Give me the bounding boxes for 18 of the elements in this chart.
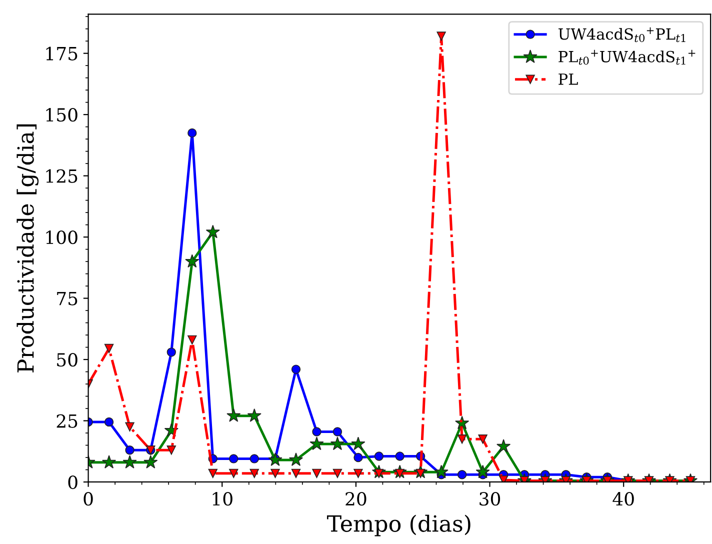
x-tick-label: 0	[84, 492, 93, 506]
y-tick-label: 125	[46, 169, 78, 183]
legend-label: UW4acdS$_{t0}$$^{+}$PL$_{t1}$	[558, 27, 686, 42]
x-tick-label: 20	[346, 492, 366, 506]
y-tick-label: 50	[57, 352, 78, 367]
y-tick-label: 25	[56, 414, 78, 428]
y-tick-label: 150	[46, 108, 78, 122]
y-tick-label: 100	[46, 230, 78, 244]
legend-label: PL	[558, 74, 578, 85]
y-tick-label: 175	[46, 46, 78, 60]
x-tick-label: 30	[480, 492, 500, 506]
y-tick-label: 75	[57, 292, 78, 306]
y-axis-title: Productividade [g/dia]	[16, 124, 39, 372]
x-tick-label: 10	[212, 492, 232, 506]
x-tick-label: 40	[612, 492, 634, 506]
y-tick-label: 0	[68, 475, 78, 490]
x-axis-title: Tempo (dias)	[326, 514, 470, 536]
legend-label: PL$_{t0}$$^{+}$UW4acdS$_{t1}$$^{+}$	[558, 50, 696, 65]
